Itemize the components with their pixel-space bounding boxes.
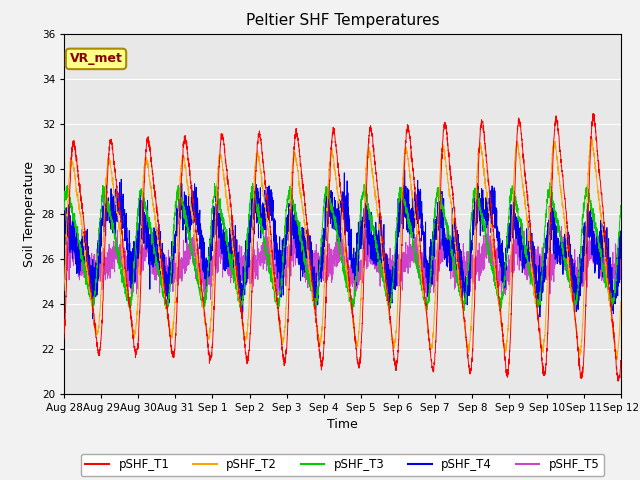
pSHF_T1: [617, 358, 625, 363]
pSHF_T5: [60, 276, 68, 282]
pSHF_T1: [179, 144, 187, 149]
pSHF_T4: [397, 190, 404, 196]
pSHF_T1: [617, 360, 625, 365]
pSHF_T3: [348, 309, 355, 314]
pSHF_T1: [397, 286, 404, 291]
pSHF_T3: [60, 208, 68, 214]
pSHF_T5: [617, 266, 625, 272]
pSHF_T3: [564, 275, 572, 280]
pSHF_T5: [564, 254, 572, 260]
pSHF_T4: [401, 167, 408, 173]
pSHF_T2: [564, 258, 572, 264]
pSHF_T4: [564, 229, 572, 235]
Line: pSHF_T4: pSHF_T4: [64, 170, 621, 319]
pSHF_T4: [180, 211, 188, 217]
pSHF_T2: [617, 299, 625, 304]
pSHF_T2: [406, 177, 414, 183]
Legend: pSHF_T1, pSHF_T2, pSHF_T3, pSHF_T4, pSHF_T5: pSHF_T1, pSHF_T2, pSHF_T3, pSHF_T4, pSHF…: [81, 454, 604, 476]
pSHF_T5: [179, 258, 187, 264]
pSHF_T1: [216, 160, 223, 166]
pSHF_T5: [216, 242, 223, 248]
pSHF_T4: [407, 208, 415, 214]
Y-axis label: Soil Temperature: Soil Temperature: [23, 161, 36, 266]
Line: pSHF_T2: pSHF_T2: [64, 137, 621, 360]
pSHF_T2: [613, 357, 621, 363]
pSHF_T2: [397, 227, 404, 233]
pSHF_T1: [60, 336, 68, 341]
pSHF_T4: [89, 316, 97, 322]
Line: pSHF_T3: pSHF_T3: [64, 182, 621, 312]
pSHF_T2: [179, 152, 187, 157]
pSHF_T4: [617, 255, 625, 261]
pSHF_T3: [617, 203, 625, 208]
pSHF_T1: [406, 137, 414, 143]
X-axis label: Time: Time: [327, 418, 358, 431]
Line: pSHF_T5: pSHF_T5: [64, 219, 621, 306]
pSHF_T1: [614, 378, 622, 384]
pSHF_T3: [397, 186, 404, 192]
pSHF_T5: [406, 255, 414, 261]
Text: VR_met: VR_met: [70, 52, 122, 65]
pSHF_T2: [588, 134, 595, 140]
pSHF_T3: [216, 200, 223, 206]
pSHF_T1: [564, 234, 572, 240]
pSHF_T5: [397, 261, 404, 267]
pSHF_T1: [589, 110, 597, 116]
pSHF_T4: [216, 215, 223, 220]
pSHF_T2: [60, 288, 68, 294]
pSHF_T3: [617, 204, 625, 210]
pSHF_T3: [406, 228, 414, 234]
pSHF_T4: [60, 243, 68, 249]
Line: pSHF_T1: pSHF_T1: [64, 113, 621, 381]
pSHF_T2: [617, 301, 625, 307]
pSHF_T5: [617, 276, 625, 282]
pSHF_T5: [484, 216, 492, 222]
pSHF_T3: [547, 180, 554, 185]
pSHF_T3: [179, 210, 187, 216]
pSHF_T4: [617, 240, 625, 246]
Title: Peltier SHF Temperatures: Peltier SHF Temperatures: [246, 13, 439, 28]
pSHF_T5: [200, 303, 208, 309]
pSHF_T2: [216, 154, 223, 159]
